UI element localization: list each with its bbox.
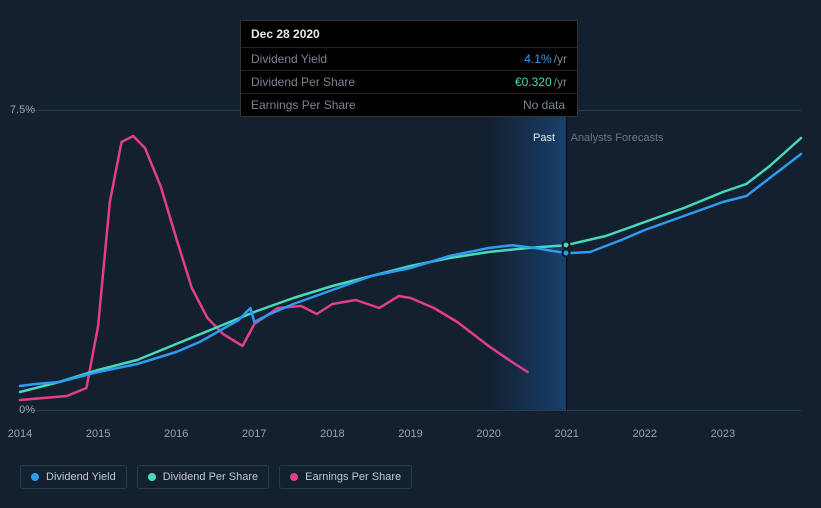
tooltip-row: Earnings Per Share No data bbox=[241, 93, 577, 116]
tooltip-value-wrap: 4.1%/yr bbox=[524, 52, 567, 66]
legend-label: Earnings Per Share bbox=[305, 471, 401, 483]
x-tick: 2021 bbox=[554, 428, 578, 440]
gridline-bottom bbox=[20, 410, 801, 411]
tooltip-value-wrap: No data bbox=[523, 98, 567, 112]
x-tick: 2015 bbox=[86, 428, 110, 440]
legend-item-earnings-per-share[interactable]: Earnings Per Share bbox=[279, 465, 412, 489]
series-line-dividend_yield bbox=[20, 154, 801, 386]
legend-dot-icon bbox=[290, 473, 298, 481]
x-tick: 2014 bbox=[8, 428, 32, 440]
legend-label: Dividend Per Share bbox=[163, 471, 258, 483]
legend-dot-icon bbox=[31, 473, 39, 481]
x-tick: 2016 bbox=[164, 428, 188, 440]
x-tick: 2017 bbox=[242, 428, 266, 440]
series-line-earnings_per_share bbox=[20, 136, 528, 400]
legend-label: Dividend Yield bbox=[46, 471, 116, 483]
tooltip: Dec 28 2020 Dividend Yield 4.1%/yr Divid… bbox=[240, 20, 578, 117]
tooltip-label: Earnings Per Share bbox=[251, 98, 356, 112]
tooltip-date: Dec 28 2020 bbox=[241, 21, 577, 47]
x-tick: 2019 bbox=[398, 428, 422, 440]
legend: Dividend Yield Dividend Per Share Earnin… bbox=[20, 465, 412, 489]
tooltip-value: €0.320 bbox=[515, 75, 552, 89]
hover-marker-dividend_yield bbox=[561, 249, 570, 258]
tooltip-row: Dividend Per Share €0.320/yr bbox=[241, 70, 577, 93]
tooltip-label: Dividend Yield bbox=[251, 52, 327, 66]
legend-item-dividend-yield[interactable]: Dividend Yield bbox=[20, 465, 127, 489]
series-line-dividend_per_share bbox=[20, 138, 801, 392]
x-tick: 2018 bbox=[320, 428, 344, 440]
chart-lines-svg bbox=[20, 110, 801, 410]
tooltip-label: Dividend Per Share bbox=[251, 75, 355, 89]
tooltip-unit: /yr bbox=[554, 52, 567, 66]
tooltip-value: 4.1% bbox=[524, 52, 551, 66]
legend-item-dividend-per-share[interactable]: Dividend Per Share bbox=[137, 465, 269, 489]
x-tick: 2023 bbox=[711, 428, 735, 440]
tooltip-row: Dividend Yield 4.1%/yr bbox=[241, 47, 577, 70]
tooltip-value-wrap: €0.320/yr bbox=[515, 75, 567, 89]
legend-dot-icon bbox=[148, 473, 156, 481]
x-tick: 2022 bbox=[633, 428, 657, 440]
chart-plot-area[interactable]: 7.5% 0% Past Analysts Forecasts bbox=[20, 110, 801, 410]
x-tick: 2020 bbox=[476, 428, 500, 440]
tooltip-unit: /yr bbox=[554, 75, 567, 89]
tooltip-value: No data bbox=[523, 98, 565, 112]
